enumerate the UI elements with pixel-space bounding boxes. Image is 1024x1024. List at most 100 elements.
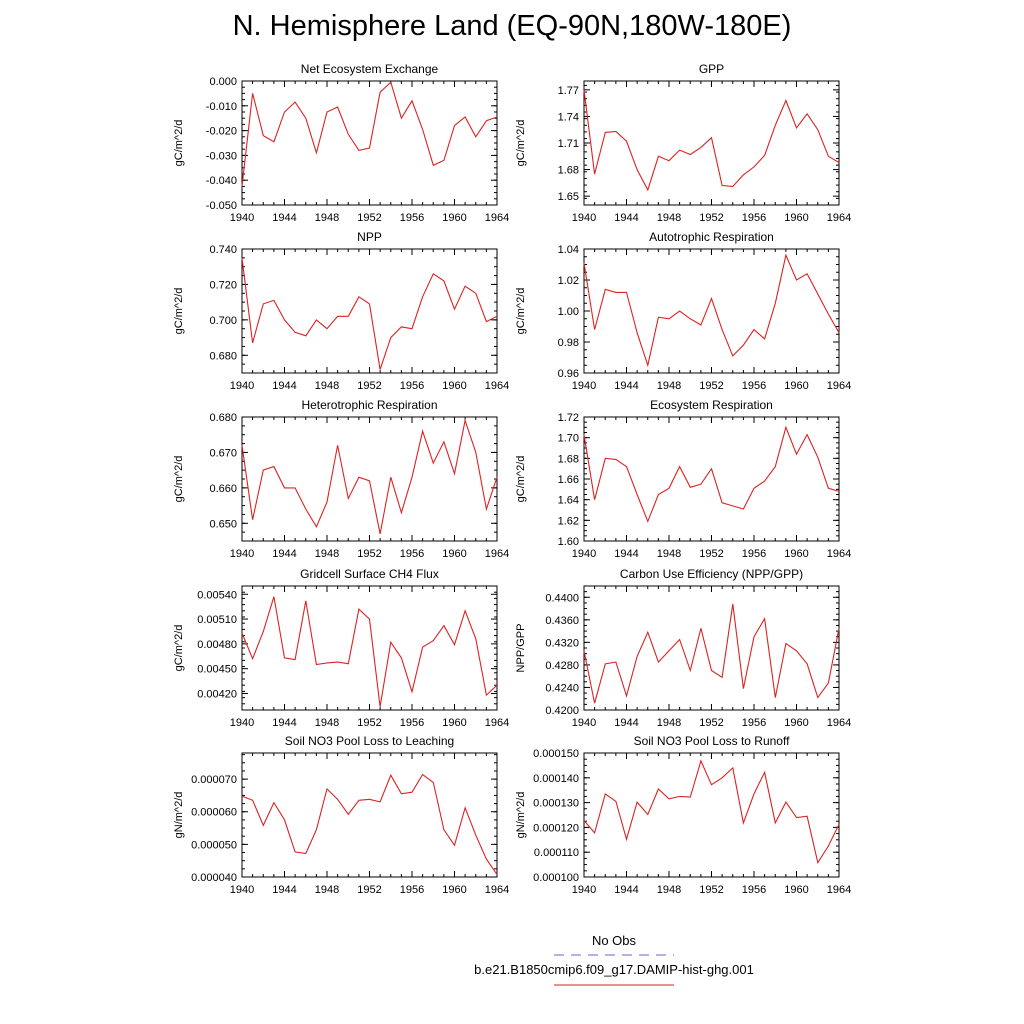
y-tick-label: 0.4320 [545, 637, 579, 649]
y-tick-label: 0.000140 [533, 773, 579, 785]
y-axis-label: gN/m^2/d [173, 792, 185, 839]
x-tick-label: 1940 [572, 717, 596, 729]
x-tick-label: 1960 [442, 212, 466, 224]
y-tick-label: 0.00450 [197, 664, 237, 676]
panel-4: Autotrophic Respiration gC/m^2/d 1940 1944 1… [515, 230, 851, 392]
plot-frame [241, 80, 498, 206]
series-line [241, 596, 498, 707]
x-tick-label: 1948 [315, 548, 339, 560]
x-tick-label: 1948 [657, 548, 681, 560]
x-tick-label: 1960 [784, 380, 808, 392]
series-line [583, 759, 840, 865]
x-tick-label: 1952 [699, 884, 723, 896]
y-tick-label: 1.60 [558, 536, 579, 548]
plot-frame [241, 585, 498, 711]
y-tick-label: 1.62 [558, 515, 579, 527]
series-line [583, 603, 840, 704]
x-tick-label: 1948 [315, 380, 339, 392]
y-tick-label: -0.010 [206, 101, 237, 113]
x-tick-label: 1940 [572, 884, 596, 896]
y-tick-label: 0.680 [209, 350, 237, 362]
x-tick-label: 1964 [827, 380, 851, 392]
x-tick-label: 1956 [400, 717, 424, 729]
y-tick-label: 0.000060 [191, 807, 237, 819]
panel-title: Ecosystem Respiration [650, 398, 773, 412]
x-tick-label: 1956 [400, 380, 424, 392]
y-tick-label: 1.64 [558, 495, 579, 507]
series-line [583, 253, 840, 368]
y-tick-label: 0.000130 [533, 798, 579, 810]
y-tick-label: 0.720 [209, 279, 237, 291]
x-tick-label: 1944 [614, 884, 638, 896]
y-tick-label: 1.02 [558, 275, 579, 287]
x-tick-label: 1948 [657, 212, 681, 224]
y-tick-label: 0.00480 [197, 639, 237, 651]
y-tick-label: 0.4360 [545, 615, 579, 627]
x-tick-label: 1956 [742, 717, 766, 729]
y-axis-label: NPP/GPP [515, 624, 527, 673]
series-line [241, 418, 498, 535]
panel-title: GPP [699, 62, 724, 76]
x-tick-label: 1944 [272, 380, 296, 392]
y-axis-label: gC/m^2/d [173, 288, 185, 335]
y-tick-label: 0.000050 [191, 839, 237, 851]
x-tick-label: 1952 [357, 717, 381, 729]
plot-frame [583, 752, 840, 878]
y-tick-label: 0.000 [209, 76, 237, 88]
x-tick-label: 1940 [572, 380, 596, 392]
plot-frame [583, 416, 840, 542]
y-axis-label: gC/m^2/d [173, 625, 185, 672]
x-tick-label: 1964 [485, 212, 509, 224]
y-tick-label: 0.000110 [534, 847, 579, 859]
x-tick-label: 1940 [230, 380, 254, 392]
x-tick-label: 1944 [614, 380, 638, 392]
panel-title: Soil NO3 Pool Loss to Runoff [634, 734, 791, 748]
y-tick-label: 0.4400 [545, 592, 579, 604]
legend: No Obs b.e21.B1850cmip6.f09_g17.DAMIP-his… [474, 933, 754, 986]
y-tick-label: 1.66 [558, 474, 579, 486]
x-tick-label: 1956 [742, 212, 766, 224]
y-tick-label: 0.00540 [197, 589, 237, 601]
y-tick-label: 0.4240 [545, 682, 579, 694]
x-tick-label: 1944 [272, 717, 296, 729]
x-tick-label: 1944 [614, 548, 638, 560]
x-tick-label: 1948 [315, 212, 339, 224]
x-tick-label: 1956 [742, 380, 766, 392]
x-tick-label: 1960 [784, 717, 808, 729]
y-tick-label: 0.4200 [545, 705, 579, 717]
series-line [241, 81, 498, 187]
x-tick-label: 1960 [784, 212, 808, 224]
x-tick-label: 1952 [357, 548, 381, 560]
y-tick-label: 0.670 [209, 447, 237, 459]
x-tick-label: 1952 [357, 380, 381, 392]
x-tick-label: 1956 [400, 548, 424, 560]
x-tick-label: 1964 [485, 380, 509, 392]
y-tick-label: 0.96 [558, 368, 579, 380]
plot-frame [583, 585, 840, 711]
panel-title: Autotrophic Respiration [649, 230, 774, 244]
panel-title: NPP [357, 230, 382, 244]
panel-title: Net Ecosystem Exchange [301, 62, 439, 76]
y-tick-label: 1.68 [558, 453, 579, 465]
legend-label-model: b.e21.B1850cmip6.f09_g17.DAMIP-hist-ghg.… [474, 962, 754, 977]
y-axis-label: gN/m^2/d [515, 792, 527, 839]
x-tick-label: 1944 [272, 548, 296, 560]
y-tick-label: 1.72 [558, 412, 579, 424]
x-tick-label: 1940 [230, 548, 254, 560]
series-line [583, 425, 840, 523]
x-tick-label: 1960 [442, 717, 466, 729]
x-tick-label: 1952 [699, 380, 723, 392]
x-tick-label: 1964 [485, 717, 509, 729]
y-axis-label: gC/m^2/d [515, 456, 527, 503]
panel-title: Soil NO3 Pool Loss to Leaching [285, 734, 454, 748]
x-tick-label: 1956 [742, 548, 766, 560]
panel-title: Carbon Use Efficiency (NPP/GPP) [620, 567, 803, 581]
series-line [583, 89, 840, 192]
panel-title: Heterotrophic Respiration [301, 398, 437, 412]
y-tick-label: 0.660 [209, 483, 237, 495]
y-tick-label: 1.04 [558, 244, 579, 256]
x-tick-label: 1952 [357, 212, 381, 224]
x-tick-label: 1956 [400, 212, 424, 224]
y-tick-label: 0.740 [209, 244, 237, 256]
